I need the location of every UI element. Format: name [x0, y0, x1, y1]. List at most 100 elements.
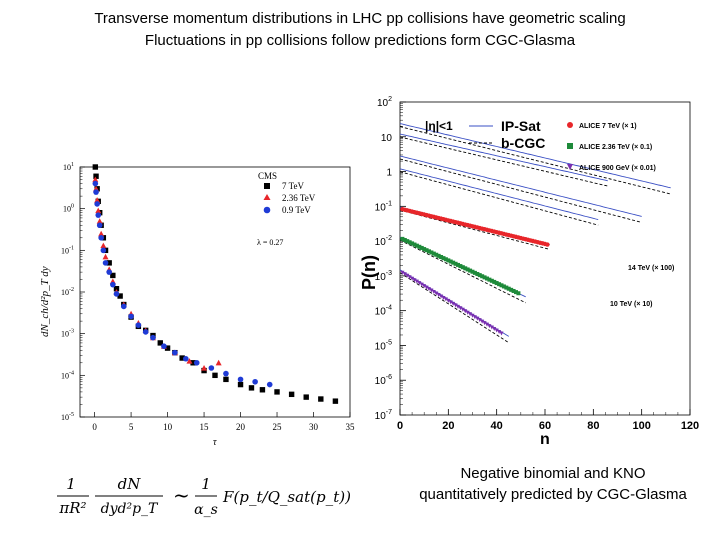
data-point-09tev: [161, 343, 167, 350]
model-curve-ipsat: [399, 155, 642, 217]
data-point-alice236: [468, 268, 473, 273]
data-point-alice900: [475, 316, 480, 321]
data-point-alice900: [458, 306, 463, 311]
model-curve-bcgc: [399, 209, 550, 250]
data-point-7tev: [164, 345, 171, 351]
data-point-09tev: [252, 378, 258, 385]
y-axis-label: P(n): [359, 255, 379, 290]
y-tick-label: 10-4: [375, 305, 392, 318]
data-point-alice900: [482, 321, 487, 326]
data-point-alice900: [463, 309, 468, 314]
data-point-alice236: [465, 267, 470, 272]
model-label-bcgc: b-CGC: [501, 135, 545, 151]
data-point-alice236: [506, 286, 511, 291]
data-point-alice900: [497, 329, 502, 334]
data-point-09tev: [95, 212, 102, 218]
data-point-alice900: [422, 284, 427, 289]
data-point-alice900: [494, 328, 499, 333]
data-point-alice900: [499, 331, 504, 336]
data-point-alice236: [453, 261, 458, 266]
scaling-formula: 1 πR² dN dyd²p_T ~ 1 α_s F(p_t/Q_sat(p_t…: [57, 475, 351, 518]
data-point-236tev: [98, 230, 105, 237]
data-point-alice7: [545, 242, 550, 247]
data-point-09tev: [266, 381, 273, 388]
data-point-alice236: [509, 287, 514, 292]
data-point-09tev: [100, 247, 107, 254]
data-point-alice900: [407, 275, 412, 280]
data-point-09tev: [96, 222, 103, 229]
data-point-7tev: [248, 385, 255, 391]
curve-label-14tev: 14 TeV (× 100): [628, 265, 674, 272]
data-point-alice900: [480, 319, 485, 324]
formula-rhs: F(p_t/Q_sat(p_t)): [222, 488, 351, 506]
eta-label: |η|<1: [425, 119, 453, 133]
data-point-alice236: [427, 249, 431, 254]
data-point-236tev: [96, 218, 103, 224]
data-point-alice236: [514, 290, 518, 295]
data-point-7tev: [106, 260, 112, 266]
data-point-alice236: [460, 265, 465, 270]
data-point-alice236: [475, 271, 480, 276]
slide-title-line1: Transverse momentum distributions in LHC…: [94, 10, 626, 27]
data-point-alice900: [460, 307, 465, 312]
y-tick-label: 100: [63, 204, 74, 214]
data-point-alice236: [458, 264, 463, 269]
model-curve-bcgc: [399, 126, 671, 195]
data-point-alice236: [472, 270, 477, 275]
data-point-alice900: [446, 298, 451, 303]
data-point-alice236: [436, 253, 441, 258]
data-point-09tev: [102, 260, 109, 266]
data-point-alice236: [417, 244, 422, 249]
data-point-alice236: [497, 282, 502, 287]
x-tick-label: 15: [200, 422, 210, 432]
data-point-alice900: [434, 291, 439, 296]
x-tick-label: 30: [309, 422, 319, 432]
data-point-7tev: [212, 372, 218, 379]
data-point-alice900: [468, 312, 473, 317]
x-tick-label: 80: [587, 420, 599, 432]
x-tick-label: 20: [236, 422, 246, 432]
data-point-alice900: [414, 279, 419, 284]
data-point-alice900: [424, 285, 429, 290]
data-point-alice900: [477, 318, 482, 323]
data-point-alice236: [470, 269, 475, 274]
data-point-09tev: [172, 349, 178, 356]
data-point-236tev: [201, 364, 208, 371]
data-point-alice900: [472, 315, 477, 320]
data-point-alice236: [480, 274, 485, 279]
data-point-09tev: [106, 269, 112, 275]
data-point-alice900: [492, 327, 497, 332]
y-tick-label: 10-2: [61, 287, 74, 297]
y-tick-label: 10-5: [61, 412, 74, 422]
data-point-09tev: [135, 322, 142, 328]
data-point-alice900: [441, 295, 446, 300]
x-tick-label: 100: [632, 420, 650, 432]
y-tick-label: 10: [381, 133, 393, 144]
data-point-236tev: [100, 242, 107, 249]
data-point-alice236: [422, 247, 427, 252]
legend-marker-236tev: [263, 194, 271, 200]
formula-alpha-num: 1: [201, 475, 211, 493]
legend-label-09tev: 0.9 TeV: [282, 205, 311, 215]
data-point-alice900: [485, 322, 489, 327]
x-tick-label: 10: [163, 422, 173, 432]
data-point-alice236: [501, 284, 506, 289]
data-point-alice236: [516, 291, 521, 296]
model-curve-bcgc: [399, 158, 642, 223]
data-point-09tev: [92, 180, 99, 187]
legend-label-7tev: 7 TeV: [282, 181, 304, 191]
y-tick-label: 10-2: [375, 235, 392, 248]
formula-prefix-num: 1: [66, 475, 76, 493]
data-point-7tev: [237, 381, 244, 388]
cms-scaling-plot: 0 5 10 15 20 25 30 35 101 100 10-1 10-2 10-3 10-4 10-5…: [39, 162, 355, 447]
model-curve-ipsat: [399, 123, 671, 189]
data-point-alice900: [470, 313, 475, 318]
data-point-alice900: [402, 272, 407, 277]
model-curve-ipsat: [399, 168, 599, 221]
data-point-7tev: [288, 391, 295, 398]
formula-frac-num: dN: [118, 475, 142, 493]
data-point-09tev: [110, 281, 116, 288]
data-point-alice900: [431, 290, 436, 295]
data-point-7tev: [113, 286, 120, 292]
data-point-alice900: [410, 276, 415, 281]
